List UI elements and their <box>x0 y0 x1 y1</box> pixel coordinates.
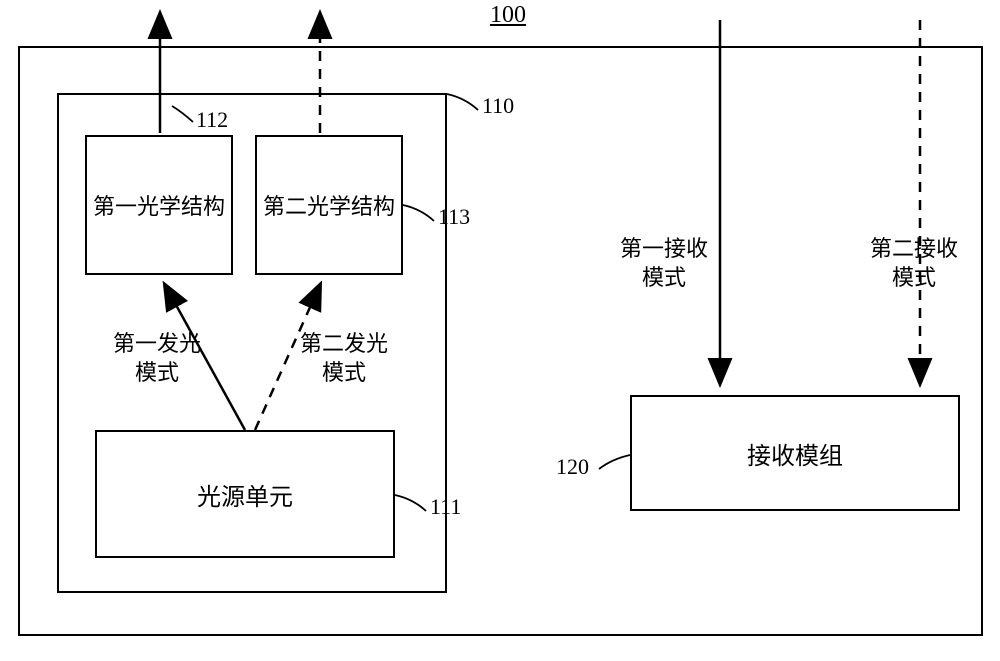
light-source-unit: 光源单元 <box>95 430 395 558</box>
optical-structure-2-label: 第二光学结构 <box>263 189 395 221</box>
optical-structure-1-label: 第一光学结构 <box>93 189 225 221</box>
ref-112: 112 <box>196 107 228 133</box>
ref-111: 111 <box>430 494 461 520</box>
receiver-module: 接收模组 <box>630 395 960 511</box>
light-source-unit-label: 光源单元 <box>197 477 293 512</box>
ref-113: 113 <box>438 204 470 230</box>
emit-mode-2-label: 第二发光 模式 <box>300 330 388 387</box>
receiver-module-label: 接收模组 <box>747 436 843 471</box>
optical-structure-2: 第二光学结构 <box>255 135 403 275</box>
emit-mode-1-label: 第一发光 模式 <box>113 330 201 387</box>
diagram-title: 100 <box>490 2 526 29</box>
recv-mode-1-label: 第一接收 模式 <box>620 235 708 292</box>
ref-110: 110 <box>482 93 514 119</box>
optical-structure-1: 第一光学结构 <box>85 135 233 275</box>
recv-mode-2-label: 第二接收 模式 <box>870 235 958 292</box>
ref-120: 120 <box>556 454 589 480</box>
